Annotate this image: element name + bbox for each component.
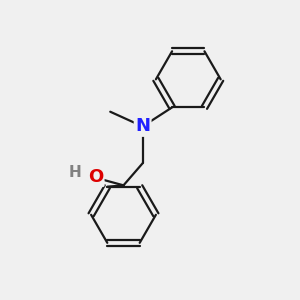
Text: H: H bbox=[68, 165, 81, 180]
Text: N: N bbox=[135, 117, 150, 135]
Text: O: O bbox=[88, 167, 103, 185]
